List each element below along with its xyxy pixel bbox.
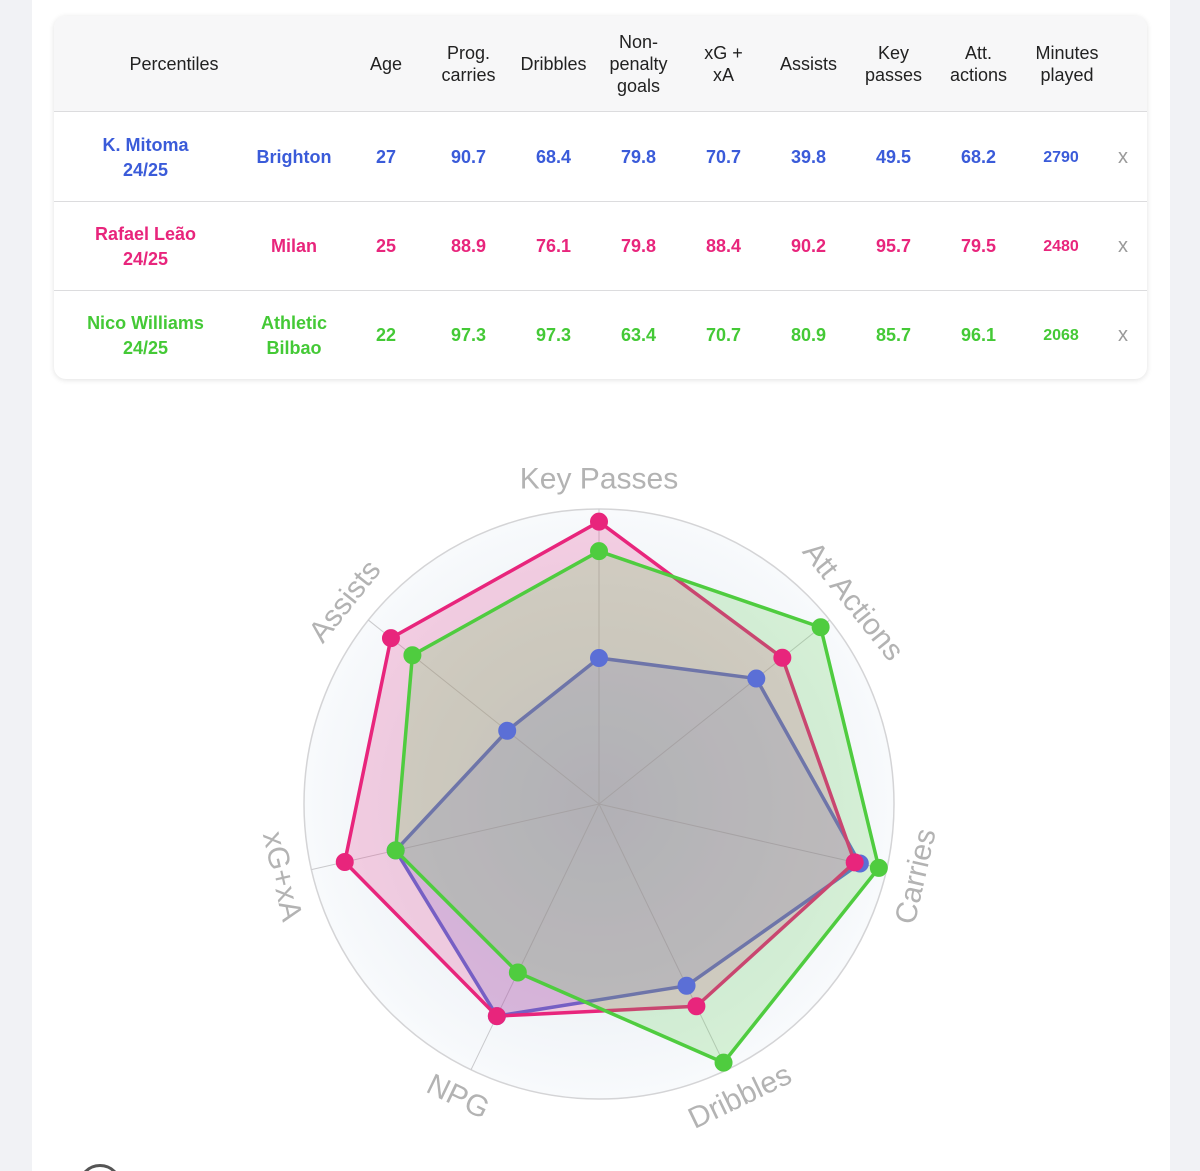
header-att-actions: Att. actions <box>949 43 1008 85</box>
table-row-mitoma: K. Mitoma 24/25 Brighton 27 90.7 68.4 79… <box>54 113 1147 202</box>
radar-point-2-2[interactable] <box>773 648 792 667</box>
radar-point-1-7[interactable] <box>498 721 517 740</box>
cell-key-passes: 85.7 <box>875 325 912 345</box>
remove-row-button[interactable]: x <box>1118 146 1128 168</box>
radar-axis-line <box>311 803 600 871</box>
radar-point-2-1[interactable] <box>590 512 608 531</box>
radar-point-3-7[interactable] <box>403 646 422 665</box>
cell-assists: 39.8 <box>790 147 827 167</box>
cell-dribbles: 68.4 <box>535 147 572 167</box>
player-team: Brighton <box>256 147 332 167</box>
cell-dribbles: 97.3 <box>535 325 572 345</box>
cell-minutes: 2790 <box>1043 149 1079 166</box>
radar-axis-label: Key Passes <box>520 463 678 496</box>
radar-point-3-4[interactable] <box>714 1053 733 1072</box>
player-team: Athletic Bilbao <box>260 312 327 358</box>
radar-point-2-3[interactable] <box>845 853 864 872</box>
cell-npg: 63.4 <box>620 325 657 345</box>
radar-series-1 <box>393 656 862 1018</box>
cell-xgxa: 70.7 <box>705 325 742 345</box>
radar-point-2-6[interactable] <box>335 853 354 872</box>
cell-xgxa: 70.7 <box>705 147 742 167</box>
radar-point-1-1[interactable] <box>590 648 608 667</box>
cell-minutes: 2068 <box>1043 327 1079 344</box>
radar-axis-label: NPG <box>422 1068 495 1126</box>
radar-series-2 <box>343 519 857 1018</box>
radar-point-2-4[interactable] <box>687 997 706 1016</box>
cell-prog-carries: 97.3 <box>450 325 487 345</box>
radar-point-2-5[interactable] <box>487 1007 506 1026</box>
table-header: Percentiles Age Prog. carries Dribbles N… <box>54 16 1147 112</box>
cell-age: 25 <box>375 236 397 256</box>
table-row-williams: Nico Williams 24/25 Athletic Bilbao 22 9… <box>54 291 1147 379</box>
remove-row-button[interactable]: x <box>1118 324 1128 346</box>
cell-npg: 79.8 <box>620 236 657 256</box>
radar-axis-label: Carries <box>889 826 943 928</box>
cell-xgxa: 88.4 <box>705 236 742 256</box>
radar-axis-line <box>598 803 728 1071</box>
radar-axis-line <box>598 803 887 871</box>
radar-point-3-6[interactable] <box>386 841 405 860</box>
header-xgxa: xG + xA <box>704 43 743 85</box>
cell-minutes: 2480 <box>1043 238 1079 255</box>
player-name[interactable]: Nico Williams 24/25 <box>87 312 204 358</box>
header-assists: Assists <box>779 54 837 74</box>
table-row-leao: Rafael Leão 24/25 Milan 25 88.9 76.1 79.… <box>54 202 1147 291</box>
radar-point-1-4[interactable] <box>677 976 696 995</box>
header-key-passes: Key passes <box>864 43 923 85</box>
cell-prog-carries: 88.9 <box>450 236 487 256</box>
cell-att-actions: 96.1 <box>960 325 997 345</box>
cell-age: 27 <box>375 147 397 167</box>
header-minutes: Minutes played <box>1035 43 1099 85</box>
cell-att-actions: 68.2 <box>960 147 997 167</box>
comparison-table: Percentiles Age Prog. carries Dribbles N… <box>54 16 1147 379</box>
radar-axis-line <box>470 803 600 1071</box>
remove-row-button[interactable]: x <box>1118 235 1128 257</box>
radar-point-1-2[interactable] <box>747 669 766 688</box>
cell-key-passes: 95.7 <box>875 236 912 256</box>
cell-dribbles: 76.1 <box>535 236 572 256</box>
radar-point-3-3[interactable] <box>869 858 888 877</box>
header-dribbles: Dribbles <box>520 54 587 74</box>
radar-axis-label: xG+xA <box>256 828 308 924</box>
player-team: Milan <box>270 236 317 256</box>
radar-point-2-7[interactable] <box>381 629 400 648</box>
cell-assists: 90.2 <box>790 236 827 256</box>
cell-npg: 79.8 <box>620 147 657 167</box>
cell-age: 22 <box>375 325 397 345</box>
radar-point-3-1[interactable] <box>590 542 608 561</box>
cell-att-actions: 79.5 <box>960 236 997 256</box>
header-prog-carries: Prog. carries <box>441 43 496 85</box>
radar-axis-line <box>598 619 830 805</box>
header-npg: Non- penalty goals <box>609 32 668 96</box>
radar-point-3-2[interactable] <box>811 618 830 637</box>
cell-assists: 80.9 <box>790 325 827 345</box>
player-name[interactable]: K. Mitoma 24/25 <box>102 134 189 180</box>
player-name[interactable]: Rafael Leão 24/25 <box>94 223 197 269</box>
cell-key-passes: 49.5 <box>875 147 912 167</box>
header-percentiles: Percentiles <box>129 54 219 74</box>
radar-point-3-5[interactable] <box>508 963 527 982</box>
cell-prog-carries: 90.7 <box>450 147 487 167</box>
header-age: Age <box>369 54 403 74</box>
